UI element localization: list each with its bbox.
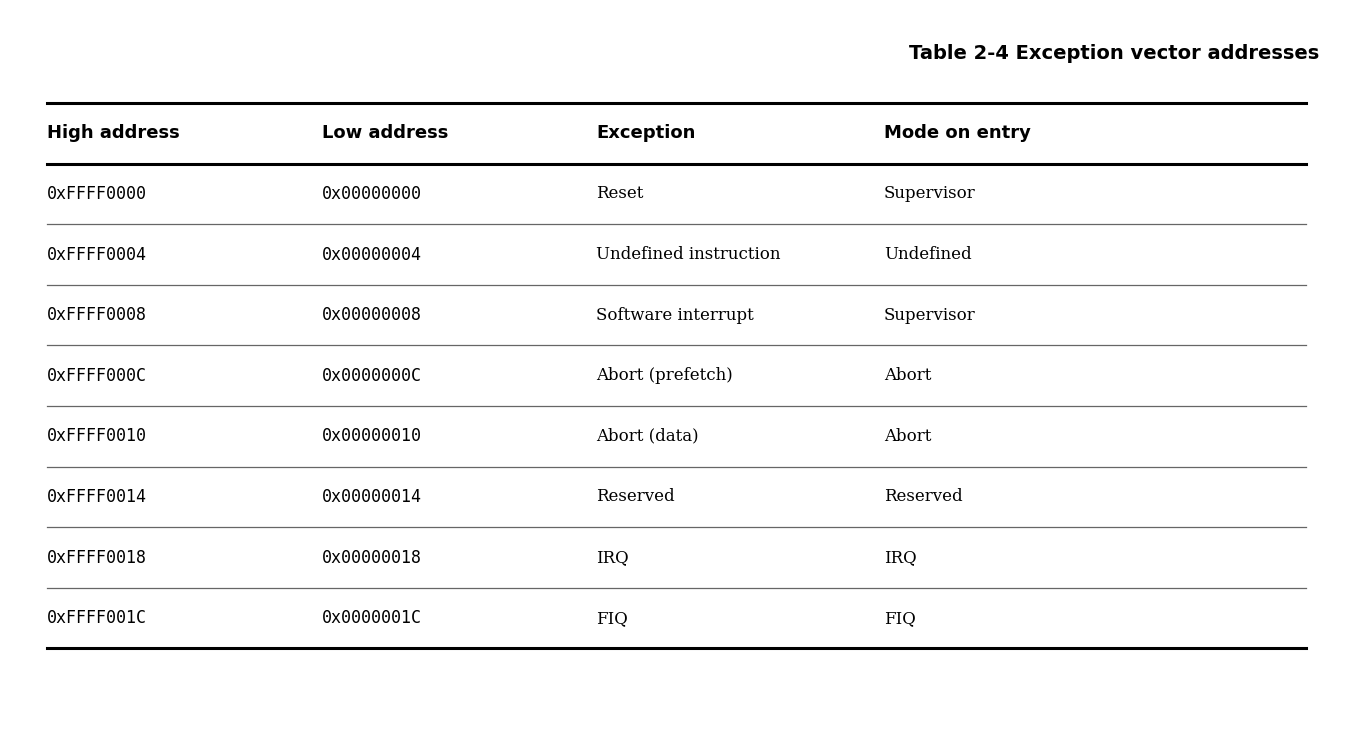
Text: Abort: Abort [884, 367, 931, 384]
Text: 0x00000014: 0x00000014 [322, 488, 422, 506]
Text: Exception: Exception [597, 124, 695, 142]
Text: Software interrupt: Software interrupt [597, 306, 754, 324]
Text: Abort (data): Abort (data) [597, 428, 698, 445]
Text: 0x00000018: 0x00000018 [322, 549, 422, 566]
Text: 0xFFFF000C: 0xFFFF000C [47, 367, 147, 385]
Text: 0xFFFF0008: 0xFFFF0008 [47, 306, 147, 324]
Text: IRQ: IRQ [597, 549, 629, 566]
Text: 0x00000004: 0x00000004 [322, 245, 422, 264]
Text: 0x0000000C: 0x0000000C [322, 367, 422, 385]
Text: Reserved: Reserved [597, 489, 675, 505]
Text: 0xFFFF0010: 0xFFFF0010 [47, 428, 147, 445]
Text: 0x0000001C: 0x0000001C [322, 609, 422, 627]
Text: Supervisor: Supervisor [884, 306, 976, 324]
Text: 0xFFFF0004: 0xFFFF0004 [47, 245, 147, 264]
Text: High address: High address [47, 124, 180, 142]
Text: 0xFFFF001C: 0xFFFF001C [47, 609, 147, 627]
Text: 0x00000010: 0x00000010 [322, 428, 422, 445]
Text: IRQ: IRQ [884, 549, 917, 566]
Text: Undefined instruction: Undefined instruction [597, 246, 781, 263]
Text: 0xFFFF0018: 0xFFFF0018 [47, 549, 147, 566]
Text: Table 2-4 Exception vector addresses: Table 2-4 Exception vector addresses [909, 44, 1319, 63]
Text: Supervisor: Supervisor [884, 185, 976, 203]
Text: 0x00000000: 0x00000000 [322, 185, 422, 203]
Text: FIQ: FIQ [597, 610, 628, 626]
Text: Abort: Abort [884, 428, 931, 445]
Text: 0x00000008: 0x00000008 [322, 306, 422, 324]
Text: FIQ: FIQ [884, 610, 916, 626]
Text: Reserved: Reserved [884, 489, 963, 505]
Text: Abort (prefetch): Abort (prefetch) [597, 367, 733, 384]
Text: Undefined: Undefined [884, 246, 971, 263]
Text: Reset: Reset [597, 185, 644, 203]
Text: Low address: Low address [322, 124, 448, 142]
Text: 0xFFFF0000: 0xFFFF0000 [47, 185, 147, 203]
Text: 0xFFFF0014: 0xFFFF0014 [47, 488, 147, 506]
Text: Mode on entry: Mode on entry [884, 124, 1031, 142]
